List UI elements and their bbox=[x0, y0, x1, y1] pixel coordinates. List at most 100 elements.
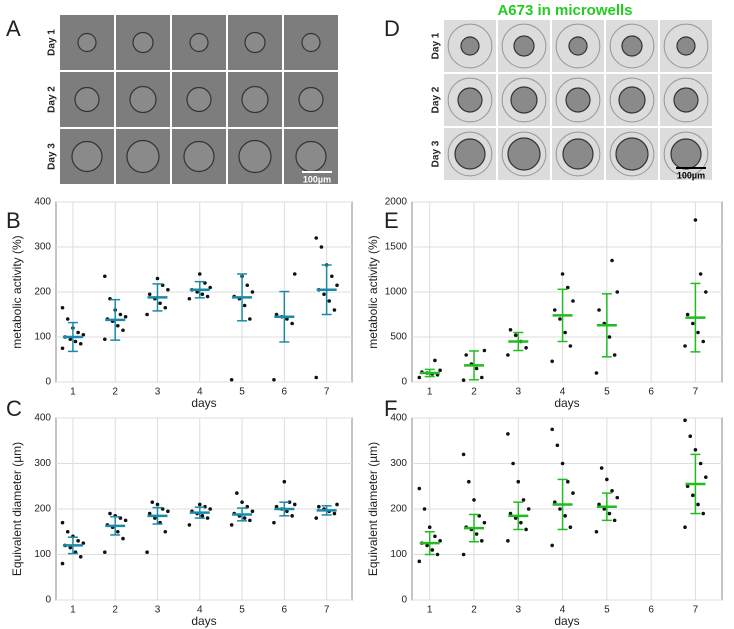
data-point bbox=[685, 484, 690, 489]
x-axis-label: days bbox=[191, 614, 216, 628]
spheroid bbox=[568, 36, 588, 56]
data-point bbox=[327, 299, 332, 303]
microwell bbox=[663, 77, 709, 123]
data-point bbox=[435, 552, 440, 557]
spheroid bbox=[241, 85, 269, 114]
data-point bbox=[150, 500, 155, 504]
data-point bbox=[698, 272, 703, 276]
microwell bbox=[501, 131, 547, 177]
data-point bbox=[704, 475, 708, 479]
data-point bbox=[200, 292, 205, 297]
y-tick-label: 2000 bbox=[385, 197, 408, 208]
data-point bbox=[506, 353, 510, 357]
x-tick-label: 4 bbox=[560, 605, 566, 616]
data-point bbox=[612, 353, 617, 357]
data-point bbox=[417, 375, 422, 380]
data-point bbox=[314, 236, 319, 240]
data-point bbox=[248, 317, 252, 321]
x-tick-label: 2 bbox=[112, 605, 118, 616]
data-point bbox=[163, 305, 168, 310]
data-point bbox=[205, 294, 210, 299]
x-tick-label: 3 bbox=[155, 605, 161, 616]
microwell bbox=[447, 77, 493, 123]
data-point bbox=[147, 292, 152, 297]
x-tick-label: 4 bbox=[197, 387, 203, 398]
data-point bbox=[597, 502, 601, 507]
data-point bbox=[123, 518, 128, 523]
x-axis-label: days bbox=[554, 614, 579, 628]
microwell bbox=[663, 23, 709, 69]
data-point bbox=[123, 314, 128, 319]
data-point bbox=[287, 500, 292, 504]
data-point bbox=[568, 344, 573, 348]
x-tick-label: 6 bbox=[648, 387, 654, 398]
data-point bbox=[145, 312, 149, 317]
data-point bbox=[68, 545, 73, 550]
x-tick-label: 7 bbox=[324, 605, 330, 616]
row-label: Day 1 bbox=[431, 32, 442, 59]
image-title: A673 in microwells bbox=[497, 2, 632, 19]
data-point bbox=[565, 479, 570, 484]
data-point bbox=[76, 330, 80, 335]
data-point bbox=[417, 486, 422, 491]
data-point bbox=[274, 504, 279, 509]
scale-label: 100µm bbox=[677, 170, 705, 180]
data-point bbox=[521, 498, 526, 502]
row-label: Day 1 bbox=[47, 29, 58, 56]
data-point bbox=[474, 366, 479, 371]
y-tick-label: 500 bbox=[390, 332, 407, 343]
microwell bbox=[609, 131, 655, 177]
y-axis-label: metabolic activity (%) bbox=[10, 235, 24, 348]
data-point bbox=[612, 518, 617, 523]
data-point bbox=[480, 539, 484, 543]
microwell bbox=[447, 131, 493, 177]
data-point bbox=[550, 359, 554, 364]
data-point bbox=[550, 543, 554, 548]
spheroid bbox=[513, 35, 535, 57]
microwell bbox=[555, 23, 601, 69]
spheroid bbox=[670, 138, 702, 170]
data-point bbox=[430, 548, 435, 552]
data-point bbox=[610, 258, 614, 263]
x-tick-label: 5 bbox=[239, 605, 245, 616]
data-point bbox=[195, 290, 199, 294]
data-point bbox=[229, 377, 234, 382]
x-tick-label: 7 bbox=[693, 387, 699, 398]
data-point bbox=[422, 507, 427, 511]
data-point bbox=[147, 511, 152, 516]
data-point bbox=[314, 375, 319, 380]
x-tick-label: 2 bbox=[471, 387, 477, 398]
data-point bbox=[511, 461, 515, 466]
y-tick-label: 400 bbox=[34, 197, 51, 208]
x-tick-label: 6 bbox=[282, 387, 288, 398]
data-point bbox=[235, 491, 239, 495]
data-point bbox=[563, 514, 567, 518]
data-point bbox=[683, 525, 687, 529]
data-point bbox=[68, 337, 73, 342]
data-point bbox=[78, 554, 83, 559]
y-axis-label: Equivalent diameter (µm) bbox=[366, 442, 380, 576]
data-point bbox=[118, 312, 123, 317]
data-point bbox=[607, 335, 612, 339]
data-point bbox=[332, 511, 337, 516]
data-point bbox=[60, 346, 65, 351]
spheroid bbox=[457, 87, 483, 113]
spheroid bbox=[238, 139, 272, 174]
y-tick-label: 1500 bbox=[385, 242, 408, 253]
spheroid bbox=[244, 31, 266, 54]
data-point bbox=[605, 477, 609, 482]
data-point bbox=[197, 502, 202, 507]
data-point bbox=[474, 532, 479, 536]
data-point bbox=[508, 328, 513, 332]
data-point bbox=[242, 303, 247, 308]
data-point bbox=[158, 301, 162, 306]
panel-letter: D bbox=[384, 16, 400, 41]
data-point bbox=[508, 511, 513, 516]
microwell bbox=[555, 77, 601, 123]
microwell bbox=[501, 23, 547, 69]
data-point bbox=[116, 323, 120, 328]
data-point bbox=[290, 321, 294, 326]
panel-letter: E bbox=[384, 208, 399, 233]
data-point bbox=[550, 427, 554, 432]
